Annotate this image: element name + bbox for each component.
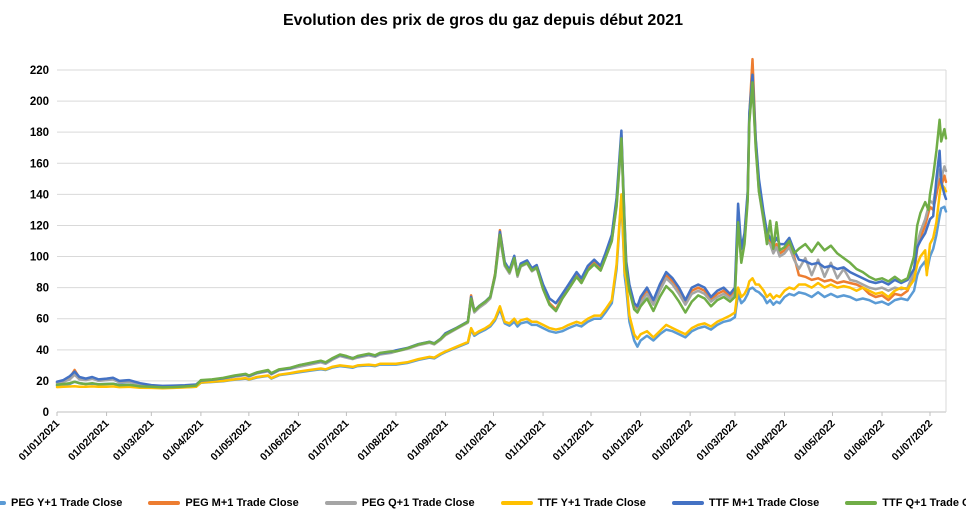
chart-legend: PEG Y+1 Trade Close PEG M+1 Trade Close PE… [0, 497, 966, 509]
y-axis-tick-label: 60 [36, 314, 49, 326]
legend-item-peg-q-1-trade-close: PEG Q+1 Trade Close [324, 497, 475, 509]
x-axis-tick-label: 01/11/2021 [503, 418, 548, 463]
y-axis-tick-label: 100 [30, 252, 49, 264]
legend-item-peg-m-1-trade-close: PEG M+1 Trade Close [148, 497, 299, 509]
x-axis-tick-label: 01/09/2021 [405, 418, 451, 464]
y-axis-tick-label: 80 [36, 283, 49, 295]
y-axis-tick-label: 220 [30, 65, 49, 77]
series-line-ttf-y-1-trade-close [55, 182, 948, 390]
legend-label: PEG Y+1 Trade Close [11, 497, 123, 509]
legend-line-swatch [500, 501, 533, 505]
x-axis-tick-label: 01/03/2021 [111, 418, 157, 464]
legend-item-ttf-m-1-trade-close: TTF M+1 Trade Close [671, 497, 820, 509]
legend-label: PEG Q+1 Trade Close [361, 497, 475, 509]
legend-line-swatch [324, 501, 357, 505]
x-axis-tick-label: 01/01/2021 [16, 418, 62, 464]
y-axis-tick-label: 20 [36, 376, 49, 388]
series-line-ttf-q-1-trade-close [55, 81, 948, 389]
legend-label: TTF M+1 Trade Close [708, 497, 820, 509]
legend-label: PEG M+1 Trade Close [185, 497, 299, 509]
x-axis-tick-label: 01/05/2022 [792, 418, 838, 464]
x-axis-tick-label: 01/06/2021 [258, 418, 304, 464]
x-axis-tick-label: 01/04/2022 [744, 418, 790, 464]
x-axis-tick-label: 01/08/2021 [355, 418, 401, 464]
y-axis-tick-label: 140 [30, 189, 49, 201]
y-axis-tick-label: 40 [36, 345, 49, 357]
series-line-ttf-m-1-trade-close [55, 73, 948, 388]
legend-item-ttf-y-1-trade-close: TTF Y+1 Trade Close [500, 497, 646, 509]
x-axis-tick-label: 01/02/2022 [650, 418, 696, 464]
x-axis-tick-label: 01/05/2021 [208, 418, 254, 464]
legend-label: TTF Q+1 Trade Close [882, 497, 966, 509]
legend-line-swatch [845, 501, 878, 505]
x-axis-tick-label: 01/06/2022 [842, 418, 888, 464]
x-axis-tick-label: 01/01/2022 [600, 418, 646, 464]
y-axis-tick-label: 0 [43, 407, 49, 419]
x-axis-tick-label: 01/02/2021 [66, 418, 112, 464]
y-axis-tick-label: 180 [30, 127, 49, 139]
legend-item-ttf-q-1-trade-close: TTF Q+1 Trade Close [845, 497, 966, 509]
x-axis-tick-label: 01/12/2021 [551, 418, 597, 464]
y-axis-tick-label: 160 [30, 158, 49, 170]
legend-label: TTF Y+1 Trade Close [537, 497, 646, 509]
x-axis-tick-label: 01/07/2022 [889, 418, 935, 464]
y-axis-tick-label: 120 [30, 220, 49, 232]
x-axis-tick-label: 01/10/2021 [453, 418, 499, 464]
chart-title: Evolution des prix de gros du gaz depuis… [282, 12, 684, 29]
x-axis-tick-label: 01/07/2021 [306, 418, 352, 464]
legend-line-swatch [671, 501, 704, 505]
y-axis-tick-label: 200 [30, 96, 49, 108]
series-line-peg-m-1-trade-close [55, 57, 948, 388]
x-axis-tick-label: 01/04/2021 [160, 418, 206, 464]
x-axis-tick-label: 01/03/2022 [694, 418, 740, 464]
legend-line-swatch [0, 501, 6, 505]
legend-item-peg-y-1-trade-close: PEG Y+1 Trade Close [0, 497, 122, 509]
legend-line-swatch [148, 501, 181, 505]
series-line-peg-y-1-trade-close [55, 196, 948, 390]
